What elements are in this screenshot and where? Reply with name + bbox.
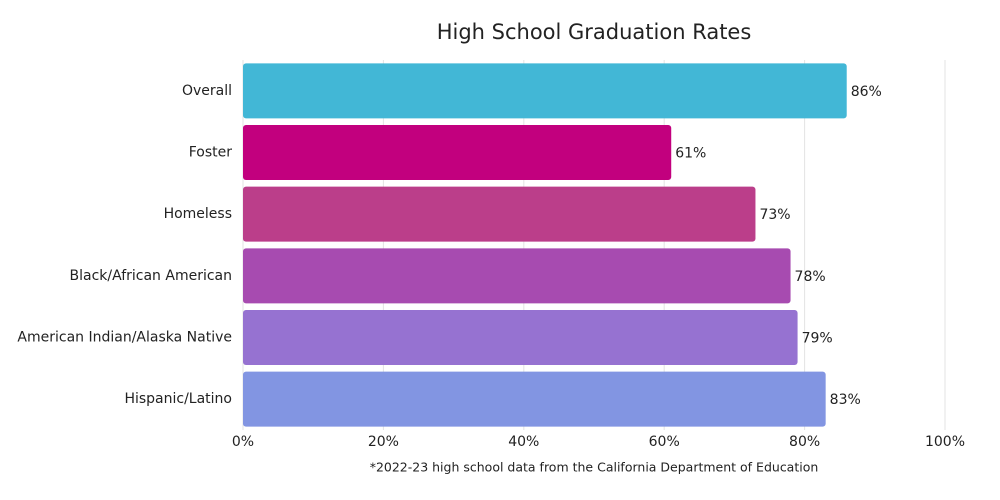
bar	[243, 186, 756, 242]
y-tick-label: Foster	[189, 145, 233, 161]
bar	[243, 63, 847, 119]
x-tick-label: 40%	[508, 434, 539, 450]
x-tick-label: 0%	[232, 434, 254, 450]
value-label: 79%	[802, 331, 833, 347]
y-tick-label: American Indian/Alaska Native	[17, 330, 232, 346]
x-tick-label: 60%	[649, 434, 680, 450]
bar	[243, 248, 791, 304]
y-tick-label: Overall	[182, 83, 232, 99]
chart-title: High School Graduation Rates	[437, 20, 752, 44]
y-tick-label: Black/African American	[70, 268, 232, 284]
value-label: 61%	[675, 146, 706, 162]
value-label: 86%	[851, 84, 882, 100]
value-label: 78%	[795, 269, 826, 285]
bar	[243, 310, 798, 365]
bar	[243, 371, 826, 427]
x-tick-label: 100%	[925, 434, 965, 450]
value-label: 83%	[830, 392, 861, 408]
value-label: 73%	[759, 207, 790, 223]
y-tick-label: Hispanic/Latino	[124, 391, 232, 407]
x-tick-label: 20%	[368, 434, 399, 450]
footnote: *2022-23 high school data from the Calif…	[370, 460, 819, 475]
x-tick-label: 80%	[789, 434, 820, 450]
y-tick-label: Homeless	[164, 206, 232, 222]
bar	[243, 125, 672, 180]
